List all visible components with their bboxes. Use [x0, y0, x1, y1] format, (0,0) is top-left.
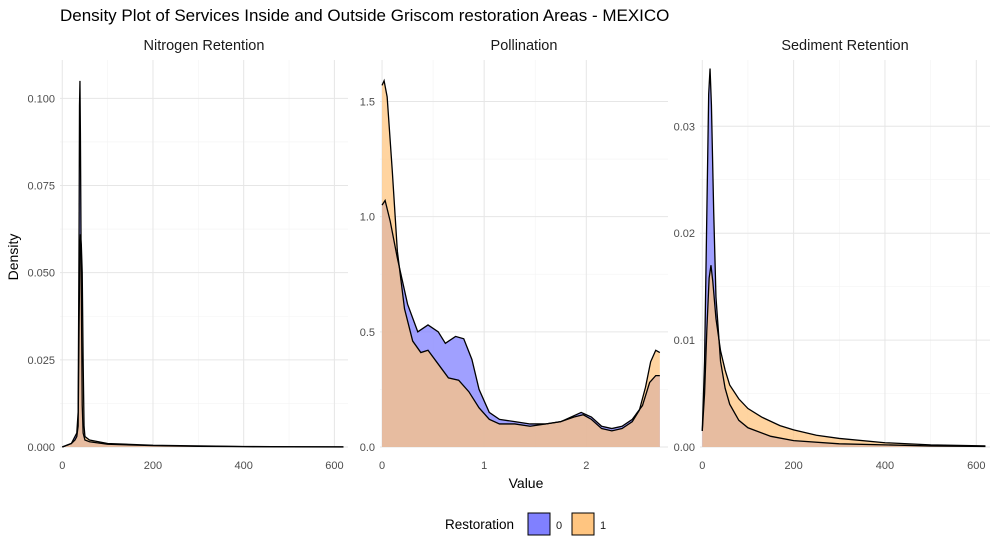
- panel-2: 0.0 0.5 1.0 1.5 0 1 2 Pollination: [360, 38, 668, 472]
- x-tick-label: 600: [325, 460, 343, 472]
- y-tick-label: 0.050: [27, 268, 55, 280]
- density-line-0: [701, 68, 986, 448]
- x-tick-label: 0: [699, 460, 705, 472]
- chart-title: Density Plot of Services Inside and Outs…: [60, 6, 669, 25]
- y-tick-label: 0.5: [360, 327, 375, 339]
- x-tick-label: 200: [144, 460, 162, 472]
- y-tick-label: 0.02: [674, 228, 695, 240]
- panel-1: 0.000 0.025 0.050 0.075 0.100 0 200 400 600 Nitro…: [27, 38, 348, 472]
- x-tick-label: 400: [876, 460, 894, 472]
- x-tick-label: 200: [784, 460, 802, 472]
- x-tick-label: 400: [235, 460, 253, 472]
- density-line-1: [62, 234, 344, 448]
- legend-label: 0: [556, 520, 562, 532]
- y-tick-label: 0.075: [27, 181, 55, 193]
- density-area-1: [62, 234, 344, 447]
- y-tick-label: 1.0: [360, 212, 375, 224]
- legend-label: 1: [600, 520, 606, 532]
- y-tick-label: 1.5: [360, 96, 375, 108]
- x-axis-title: Value: [509, 475, 544, 491]
- y-tick-label: 0.00: [674, 442, 695, 454]
- x-tick-label: 600: [967, 460, 985, 472]
- facet-title: Nitrogen Retention: [144, 38, 265, 54]
- y-axis-title: Density: [5, 234, 21, 281]
- density-area-0: [702, 68, 986, 448]
- density-area-0: [62, 80, 344, 448]
- facet-title: Sediment Retention: [781, 38, 908, 54]
- density-area-1: [382, 80, 660, 447]
- legend: Restoration 0 1: [445, 512, 606, 536]
- density-line-1: [701, 265, 986, 447]
- x-tick-label: 1: [481, 460, 487, 472]
- density-area-1: [702, 265, 986, 447]
- y-tick-label: 0.100: [27, 93, 55, 105]
- x-tick-label: 2: [583, 460, 589, 472]
- panel-3: 0.00 0.01 0.02 0.03 0 200 400 600 Sediment Reten…: [674, 38, 990, 472]
- density-line-0: [381, 198, 660, 430]
- legend-swatch-0: [527, 512, 551, 536]
- y-tick-label: 0.025: [27, 355, 55, 367]
- y-tick-label: 0.0: [360, 442, 375, 454]
- density-line-1: [381, 78, 661, 432]
- density-line-0: [62, 80, 344, 448]
- y-tick-label: 0.000: [27, 442, 55, 454]
- x-tick-label: 0: [379, 460, 385, 472]
- legend-title: Restoration: [445, 517, 514, 532]
- y-tick-label: 0.03: [674, 121, 695, 133]
- y-tick-label: 0.01: [674, 335, 695, 347]
- x-tick-label: 0: [59, 460, 65, 472]
- legend-swatch-1: [571, 512, 595, 536]
- facet-title: Pollination: [491, 38, 558, 54]
